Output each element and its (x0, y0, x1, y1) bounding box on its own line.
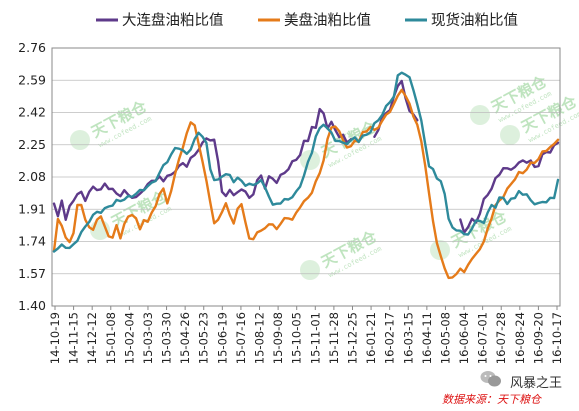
y-tick-label: 1.40 (18, 298, 46, 313)
x-tick-label: 16-10-17 (550, 312, 564, 364)
x-tick-label: 15-02-04 (122, 312, 136, 364)
series-line-3 (52, 71, 560, 253)
x-tick-label: 16-05-08 (438, 312, 452, 364)
x-tick-label: 16-07-28 (494, 312, 508, 364)
x-tick-label: 14-10-19 (48, 312, 62, 364)
brand-name: 风暴之王 (510, 376, 563, 391)
x-tick-label: 15-06-19 (215, 312, 229, 364)
y-tick-label: 2.59 (18, 72, 46, 87)
plot-frame (51, 47, 561, 307)
x-tick-label: 16-03-15 (401, 312, 415, 364)
y-tick-label: 2.25 (18, 137, 46, 152)
x-tick-label: 16-06-04 (457, 312, 471, 364)
y-tick-label: 2.42 (18, 105, 46, 120)
x-tick-label: 15-05-23 (197, 312, 211, 364)
y-tick-label: 1.74 (18, 234, 46, 249)
x-tick-label: 15-12-25 (345, 312, 359, 364)
x-tick-label: 15-04-26 (178, 312, 192, 364)
x-tick-label: 15-07-16 (234, 312, 248, 364)
x-tick-label: 15-03-30 (160, 312, 174, 364)
x-tick-label: 16-01-21 (364, 312, 378, 364)
wechat-icon (480, 371, 501, 387)
y-tick-label: 1.91 (18, 201, 46, 216)
x-tick-label: 15-01-08 (104, 312, 118, 364)
x-tick-label: 15-10-05 (290, 312, 304, 364)
legend-label: 美盘油粕比值 (284, 11, 371, 29)
x-tick-label: 15-09-08 (271, 312, 285, 364)
x-tick-label: 14-11-15 (67, 312, 81, 364)
legend-label: 大连盘油粕比值 (122, 11, 224, 29)
x-axis-ticks: 14-10-19 14-11-15 14-12-12 15-01-08 15-02-04… (48, 306, 564, 364)
x-tick-label: 16-09-20 (531, 312, 545, 364)
legend: 大连盘油粕比值 美盘油粕比值 现货油粕比值 (96, 11, 518, 29)
x-tick-label: 15-03-03 (141, 312, 155, 364)
x-tick-label: 16-04-11 (420, 312, 434, 364)
y-tick-label: 2.76 (18, 40, 46, 55)
series-lines (52, 71, 560, 280)
x-tick-label: 16-07-01 (476, 312, 490, 364)
source-note: 数据来源：天下粮仓 (442, 393, 541, 406)
x-tick-label: 15-11-01 (308, 312, 322, 364)
x-tick-label: 16-08-24 (513, 312, 527, 364)
y-axis-ticks: 2.76 2.59 2.42 2.25 2.08 1.91 1.74 1.57 1.40 (18, 40, 46, 313)
x-tick-label: 14-12-12 (85, 312, 99, 364)
y-tick-label: 2.08 (18, 169, 46, 184)
x-tick-label: 16-02-17 (383, 312, 397, 364)
x-tick-label: 15-08-12 (253, 312, 267, 364)
legend-label: 现货油粕比值 (431, 12, 518, 29)
series-line-2 (52, 88, 560, 280)
y-tick-label: 1.57 (18, 266, 46, 281)
x-tick-label: 15-11-28 (327, 312, 341, 364)
